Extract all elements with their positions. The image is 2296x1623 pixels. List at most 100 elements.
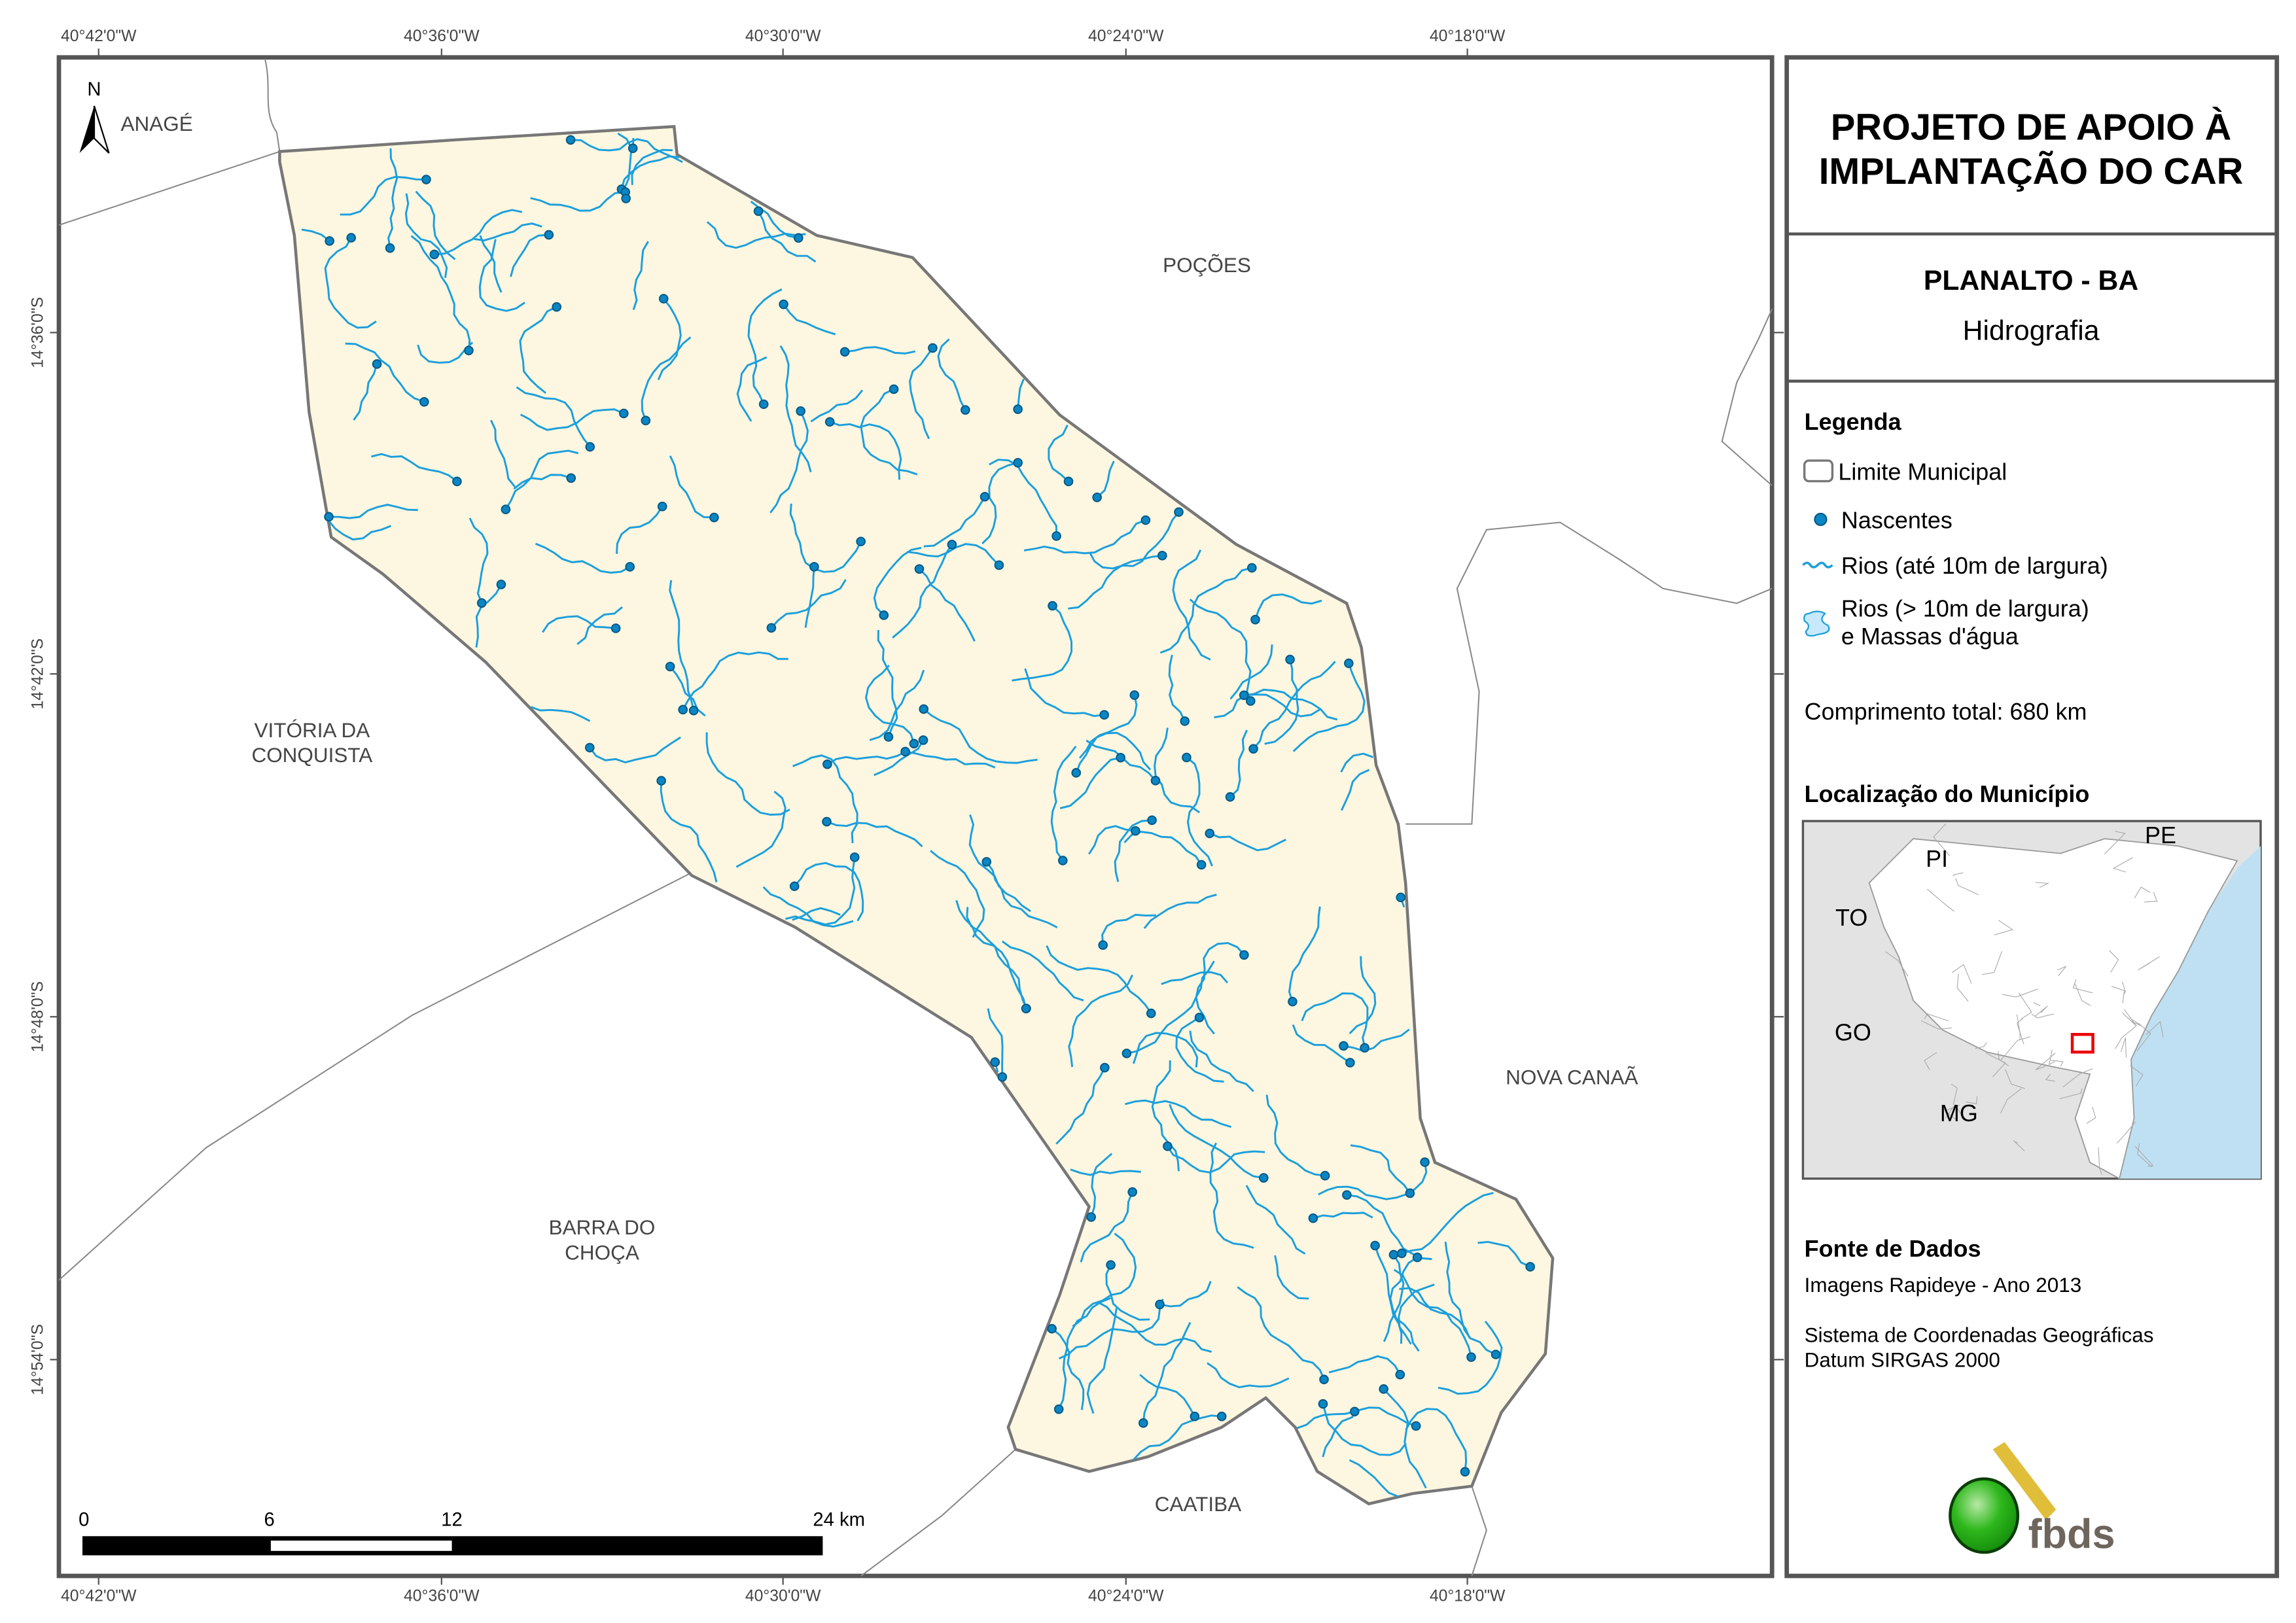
spring-point	[1466, 1352, 1476, 1362]
spring-point	[1155, 1299, 1165, 1310]
spring-point	[1138, 1418, 1148, 1428]
river-segment	[804, 567, 815, 628]
river-segment	[510, 234, 549, 277]
spring-point	[1239, 950, 1249, 960]
river-segment	[1274, 1255, 1309, 1300]
river-segment	[873, 546, 922, 616]
river-segment	[1383, 1254, 1405, 1342]
spring-point	[678, 705, 688, 715]
river-segment	[657, 298, 682, 381]
spring-point	[544, 230, 554, 240]
spring-point	[1205, 828, 1215, 839]
river-segment	[387, 148, 398, 249]
spring-point	[1396, 892, 1406, 903]
spring-point	[565, 135, 576, 145]
river-segment	[468, 517, 489, 604]
spring-point	[779, 299, 788, 309]
river-segment	[1350, 1144, 1411, 1194]
river-segment	[1114, 819, 1152, 882]
map-frame: N ANAGÉ POÇÕES VITÓRIA DA CONQUISTA BARR…	[56, 55, 1775, 1579]
river-segment	[1057, 1297, 1111, 1410]
spring-point	[1122, 1048, 1132, 1058]
panel-title-1: PROJETO DE APOIO À	[1831, 107, 2231, 148]
coord-label-left: 14°42'0"S	[29, 638, 46, 710]
spring-point	[1163, 1141, 1173, 1151]
location-title: Localização do Município	[1805, 780, 2090, 807]
legend-nascentes: Nascentes	[1841, 507, 1952, 534]
spring-point	[1063, 476, 1074, 487]
spring-point	[1288, 996, 1298, 1007]
spring-point	[997, 1072, 1008, 1082]
spring-point	[839, 347, 850, 357]
legend-title: Legenda	[1805, 408, 1902, 435]
river-segment	[829, 421, 902, 480]
spring-point	[1013, 458, 1023, 468]
label-pocoes: POÇÕES	[1163, 253, 1251, 277]
river-segment	[1252, 661, 1336, 750]
spring-point	[566, 473, 576, 483]
graticule-labels: 40°42'0"W 40°42'0"W 40°36'0"W 40°36'0"W 40°3…	[29, 27, 1784, 1605]
river-segment	[479, 235, 503, 293]
river-segment	[923, 708, 1038, 764]
spring-point	[346, 233, 357, 243]
label-barra-2: CHOÇA	[565, 1240, 639, 1264]
river-segment	[1313, 1212, 1373, 1219]
river-segment	[1139, 1374, 1196, 1417]
spring-point	[766, 623, 777, 633]
side-panel: PROJETO DE APOIO À IMPLANTAÇÃO DO CAR PL…	[1784, 55, 2280, 1579]
spring-point	[1388, 1249, 1399, 1260]
spring-point	[1190, 1411, 1200, 1422]
river-segment	[907, 543, 1000, 566]
spring-point	[325, 236, 334, 246]
river-segment	[1296, 1410, 1355, 1429]
river-segment	[434, 209, 523, 256]
coord-label-top: 40°30'0"W	[745, 27, 821, 45]
spring-point	[1127, 1187, 1137, 1197]
spring-point	[1225, 792, 1235, 802]
river-segment	[869, 669, 925, 741]
spring-point	[1320, 1170, 1330, 1181]
coord-label-bottom: 40°30'0"W	[745, 1587, 821, 1605]
spring-point	[918, 735, 928, 745]
river-segment	[1340, 769, 1370, 811]
springs-layer	[324, 135, 1535, 1477]
river-segment	[1207, 1362, 1290, 1389]
river-segment	[1292, 663, 1366, 752]
spring-point	[452, 476, 462, 487]
spring-point	[889, 384, 899, 394]
coord-label-top: 40°36'0"W	[404, 27, 480, 45]
river-segment	[1143, 894, 1217, 930]
north-arrow-icon: N	[79, 79, 110, 154]
scale-bar: 0 6 12 24 km	[79, 1510, 865, 1556]
legend-rios-large: Rios (> 10m de largura)	[1841, 595, 2089, 621]
svg-text:PE: PE	[2145, 822, 2176, 848]
spring-point	[1216, 1411, 1227, 1422]
spring-point	[1460, 1467, 1470, 1477]
spring-point	[658, 294, 669, 304]
river-segment	[620, 155, 680, 190]
river-segment	[1105, 1265, 1150, 1321]
spring-point	[656, 776, 666, 786]
river-segment	[1012, 604, 1072, 682]
label-barra-1: BARRA DO	[549, 1215, 656, 1239]
river-segment	[905, 750, 996, 769]
river-segment	[705, 732, 790, 816]
svg-text:GO: GO	[1835, 1019, 1871, 1045]
spring-point	[1239, 690, 1249, 701]
label-vitoria-2: CONQUISTA	[251, 743, 372, 767]
water-body-symbol-icon	[1803, 610, 1830, 637]
river-segment	[877, 630, 898, 737]
svg-text:0: 0	[79, 1510, 89, 1531]
label-anage: ANAGÉ	[120, 112, 192, 135]
label-caatiba: CAATIBA	[1155, 1492, 1241, 1516]
river-segment	[345, 342, 425, 403]
spring-point	[1098, 940, 1108, 951]
spring-point	[625, 562, 635, 572]
river-segment	[1405, 1408, 1468, 1472]
spring-point	[1491, 1350, 1501, 1359]
spring-point	[688, 705, 699, 716]
spring-point	[385, 243, 395, 253]
river-segment	[1001, 940, 1084, 1002]
river-segment	[1318, 1162, 1428, 1200]
river-segment	[810, 389, 864, 423]
